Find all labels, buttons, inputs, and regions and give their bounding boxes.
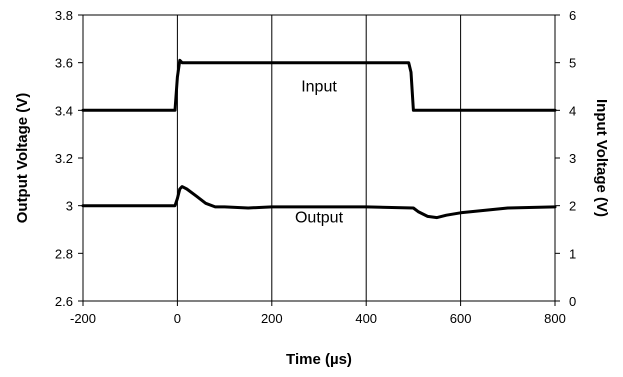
tick-layer	[78, 14, 560, 306]
x-tick-label: 200	[261, 311, 283, 326]
label-layer: -200 0 200 400 600 800 2.6 2.8 3 3.2 3.4 3.6 3.8 0 1 2 3…	[55, 8, 576, 326]
y-tick-label-left: 3.8	[55, 8, 73, 23]
y-tick-label-left: 3.2	[55, 151, 73, 166]
plot-frame	[82, 14, 556, 302]
x-axis-title: Time (µs)	[286, 351, 352, 368]
y-tick-label-right: 0	[569, 294, 576, 309]
grid-layer	[176, 15, 462, 301]
x-tick-label: 600	[450, 311, 472, 326]
y-tick-label-right: 2	[569, 199, 576, 214]
y-tick-label-left: 3.6	[55, 56, 73, 71]
annotation-label: Input	[301, 78, 337, 95]
y-tick-label-left: 3.4	[55, 103, 73, 118]
y-tick-label-right: 6	[569, 8, 576, 23]
y-tick-label-left: 2.6	[55, 294, 73, 309]
series-layer	[81, 58, 557, 220]
series-line-output	[81, 185, 557, 220]
y-axis-title-right: Input Voltage (V)	[593, 99, 610, 217]
y-tick-label-right: 5	[569, 56, 576, 71]
x-tick-label: -200	[70, 311, 96, 326]
y-tick-label-right: 4	[569, 103, 576, 118]
y-tick-label-right: 1	[569, 246, 576, 261]
series-line-input	[81, 58, 557, 112]
y-tick-label-left: 3	[66, 199, 73, 214]
x-tick-label: 0	[174, 311, 181, 326]
annotation-label: Output	[295, 209, 344, 226]
x-tick-label: 800	[544, 311, 566, 326]
y-axis-title-left: Output Voltage (V)	[14, 93, 31, 224]
y-tick-label-right: 3	[569, 151, 576, 166]
x-tick-label: 400	[355, 311, 377, 326]
y-tick-label-left: 2.8	[55, 246, 73, 261]
